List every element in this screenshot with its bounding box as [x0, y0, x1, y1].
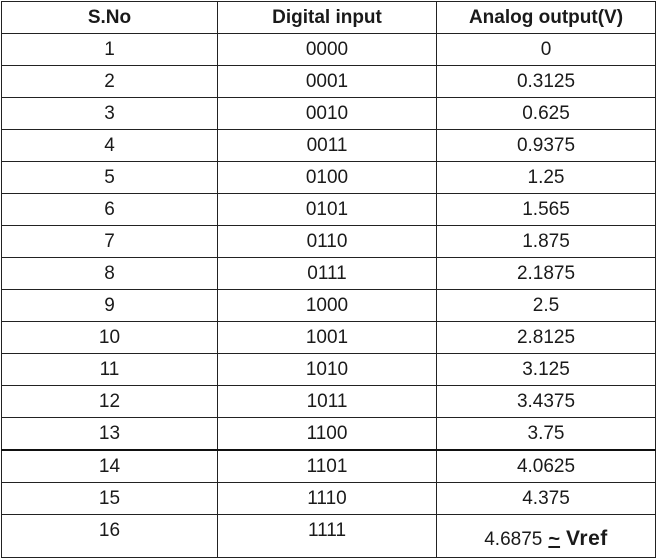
table-row: 11 1010 3.125 — [1, 353, 656, 386]
cell-sno: 2 — [1, 65, 218, 98]
analog-value: 4.6875 ~ Vref — [484, 527, 608, 550]
cell-sno: 4 — [1, 129, 218, 162]
vref-label: Vref — [566, 527, 608, 550]
header-analog-output: Analog output(V) — [436, 1, 656, 34]
cell-analog-output: 2.1875 — [436, 257, 656, 290]
cell-digital-input: 1010 — [217, 353, 437, 386]
table-row: 5 0100 1.25 — [1, 161, 656, 194]
cell-sno: 8 — [1, 257, 218, 290]
cell-analog-output: 0.625 — [436, 97, 656, 130]
cell-digital-input: 0011 — [217, 129, 437, 162]
table-row: 7 0110 1.875 — [1, 225, 656, 258]
table-row: 8 0111 2.1875 — [1, 257, 656, 290]
table-row: 4 0011 0.9375 — [1, 129, 656, 162]
cell-analog-output: 0.9375 — [436, 129, 656, 162]
cell-sno: 3 — [1, 97, 218, 130]
cell-digital-input: 1101 — [217, 449, 437, 483]
cell-analog-output: 3.75 — [436, 417, 656, 451]
cell-analog-output: 4.6875 ~ Vref — [436, 514, 656, 558]
cell-digital-input: 1001 — [217, 321, 437, 354]
table-row: 12 1011 3.4375 — [1, 385, 656, 418]
cell-digital-input: 0000 — [217, 33, 437, 66]
cell-digital-input: 0010 — [217, 97, 437, 130]
analog-value-number: 4.6875 — [484, 529, 543, 550]
table-row: 9 1000 2.5 — [1, 289, 656, 322]
cell-digital-input: 1011 — [217, 385, 437, 418]
cell-sno: 9 — [1, 289, 218, 322]
cell-sno: 14 — [1, 449, 218, 483]
cell-sno: 7 — [1, 225, 218, 258]
cell-analog-output: 2.8125 — [436, 321, 656, 354]
cell-digital-input: 1000 — [217, 289, 437, 322]
cell-sno: 13 — [1, 417, 218, 451]
cell-sno: 1 — [1, 33, 218, 66]
table-row: 1 0000 0 — [1, 33, 656, 66]
table-row: 13 1100 3.75 — [1, 417, 656, 451]
table-row: 16 1111 4.6875 ~ Vref — [1, 514, 656, 558]
cell-digital-input: 0100 — [217, 161, 437, 194]
cell-analog-output: 3.125 — [436, 353, 656, 386]
cell-analog-output: 1.25 — [436, 161, 656, 194]
cell-analog-output: 4.375 — [436, 482, 656, 515]
table-row: 3 0010 0.625 — [1, 97, 656, 130]
cell-digital-input: 0110 — [217, 225, 437, 258]
cell-digital-input: 0111 — [217, 257, 437, 290]
header-sno: S.No — [1, 1, 218, 34]
cell-digital-input: 1111 — [217, 514, 437, 558]
cell-sno: 12 — [1, 385, 218, 418]
table-row: 10 1001 2.8125 — [1, 321, 656, 354]
cell-analog-output: 2.5 — [436, 289, 656, 322]
cell-analog-output: 1.875 — [436, 225, 656, 258]
cell-analog-output: 0 — [436, 33, 656, 66]
table-row: 2 0001 0.3125 — [1, 65, 656, 98]
cell-sno: 16 — [1, 514, 218, 558]
approx-symbol: ~ — [548, 528, 561, 550]
table-row: 6 0101 1.565 — [1, 193, 656, 226]
header-row: S.No Digital input Analog output(V) — [1, 1, 656, 34]
table-row: 14 1101 4.0625 — [1, 449, 656, 483]
cell-analog-output: 4.0625 — [436, 449, 656, 483]
cell-sno: 6 — [1, 193, 218, 226]
cell-sno: 11 — [1, 353, 218, 386]
cell-sno: 15 — [1, 482, 218, 515]
cell-digital-input: 0101 — [217, 193, 437, 226]
cell-sno: 5 — [1, 161, 218, 194]
cell-analog-output: 0.3125 — [436, 65, 656, 98]
cell-analog-output: 1.565 — [436, 193, 656, 226]
header-digital-input: Digital input — [217, 1, 437, 34]
cell-digital-input: 1110 — [217, 482, 437, 515]
cell-analog-output: 3.4375 — [436, 385, 656, 418]
cell-sno: 10 — [1, 321, 218, 354]
table-row: 15 1110 4.375 — [1, 482, 656, 515]
cell-digital-input: 1100 — [217, 417, 437, 451]
cell-digital-input: 0001 — [217, 65, 437, 98]
table-body: 1 0000 0 2 0001 0.3125 3 0010 0.625 4 0011 0.9375 5 0… — [1, 33, 656, 558]
